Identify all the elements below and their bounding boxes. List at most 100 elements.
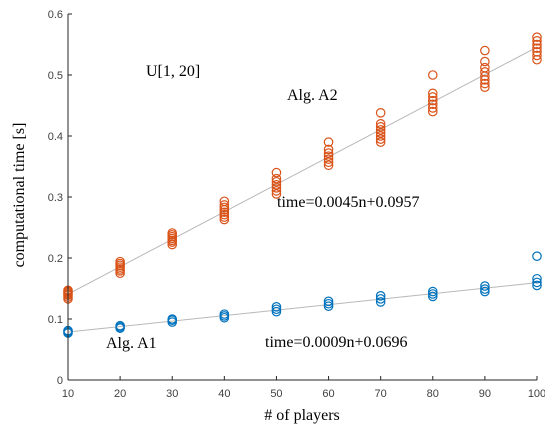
y-tick-label: 0.2 (48, 253, 63, 265)
y-tick-label: 0.5 (48, 70, 63, 82)
alg-a1-point (532, 280, 542, 291)
alg-a2-point (480, 62, 490, 73)
alg-a2-point (532, 50, 542, 61)
alg-a2-point (271, 186, 282, 196)
y-tick-label: 0.1 (48, 314, 63, 326)
x-tick-label: 20 (114, 388, 126, 400)
alg-a2-point (427, 70, 438, 80)
alg-a1-point (532, 251, 542, 261)
y-axis-label: computational time [s] (11, 123, 28, 268)
alg-a1-point (427, 289, 438, 299)
alg-a1-point (375, 294, 386, 304)
alg-a2-fit-line (67, 46, 538, 295)
alg-a2-point (532, 36, 542, 46)
alg-a2-point (271, 173, 282, 184)
data-points (63, 32, 542, 338)
alg-a2-point (480, 82, 490, 92)
alg-a2-point (375, 128, 386, 138)
alg-a2-point (532, 39, 542, 50)
alg-a2-point (532, 47, 542, 57)
alg-a2-point (271, 167, 282, 178)
alg-a1-point (219, 309, 230, 319)
alg-a1-point (375, 297, 386, 307)
alg-a2-point (115, 256, 125, 267)
y-tick-label: 0 (57, 375, 63, 387)
alg-a1-point (375, 291, 386, 301)
alg-a2-point (323, 154, 334, 164)
alg-a1-fit-line (67, 282, 538, 333)
alg-a2-point (219, 207, 230, 218)
x-axis-label: # of players (264, 407, 340, 424)
alg-a2-point (271, 189, 282, 199)
alg-a1-point (532, 277, 542, 288)
alg-a2-point (219, 212, 230, 222)
y-tick-label: 0.3 (48, 192, 63, 204)
x-tick-label: 40 (218, 388, 230, 400)
alg-a2-point (375, 131, 386, 141)
alg-a2-point (480, 78, 490, 89)
alg-a2-point (375, 137, 386, 147)
alg-a2-point (375, 108, 386, 118)
alg-a2-point (271, 180, 282, 190)
fit-lines (67, 46, 538, 333)
alg-a2-point (323, 137, 334, 147)
alg-a1-point (271, 306, 282, 317)
alg-a2-point (323, 144, 334, 155)
alg-a2-point (375, 134, 386, 144)
alg-a2-point (219, 196, 230, 207)
alg-a2-point (427, 103, 438, 113)
alg-a2-point (323, 151, 334, 161)
x-tick-label: 70 (375, 388, 387, 400)
alg-a1-point (427, 286, 438, 297)
alg-a2-point (323, 157, 334, 168)
alg-a2-point (532, 32, 542, 42)
alg-a2-point (375, 119, 386, 129)
alg-a2-point (427, 92, 438, 102)
alg-a2-point (219, 200, 230, 210)
alg-a2-point (532, 43, 542, 53)
axes: 10 20 30 40 50 60 70 80 90 100 0 0.1 0.2 0.3 0.4 0.5 0.6 (48, 9, 545, 400)
alg-a2-point (427, 88, 438, 99)
alg-a2-label: Alg. A2 (287, 87, 338, 104)
alg-a2-point (271, 176, 282, 187)
alg-a1-fit-equation: time=0.0009n+0.0696 (265, 334, 407, 351)
alg-a1-point (323, 296, 334, 307)
alg-a2-point (375, 122, 386, 132)
alg-a1-point (271, 301, 282, 312)
alg-a1-point (480, 286, 490, 297)
alg-a2-point (480, 56, 490, 67)
alg-a2-fit-equation: time=0.0045n+0.0957 (277, 194, 419, 211)
x-tick-label: 100 (528, 388, 545, 400)
alg-a2-point (427, 95, 438, 106)
alg-a2-point (323, 148, 334, 158)
x-tick-label: 90 (479, 388, 491, 400)
x-tick-label: 60 (322, 388, 334, 400)
alg-a2-point (167, 228, 178, 238)
alg-a1-point (480, 281, 490, 291)
alg-a1-point (323, 301, 334, 311)
x-tick-label: 10 (62, 388, 74, 400)
alg-a2-point (427, 99, 438, 110)
alg-a2-point (427, 106, 438, 117)
alg-a1-point (167, 314, 178, 324)
alg-a2-point (323, 160, 334, 171)
x-tick-label: 50 (270, 388, 282, 400)
alg-a2-point (219, 209, 230, 220)
alg-a1-point (427, 291, 438, 302)
alg-a1-label: Alg. A1 (106, 335, 157, 352)
alg-a2-point (480, 67, 490, 77)
alg-a1-point (115, 320, 125, 331)
alg-a1-point (323, 298, 334, 309)
alg-a1-point (532, 273, 542, 284)
y-tick-label: 0.4 (48, 131, 63, 143)
alg-a2-point (219, 202, 230, 213)
x-tick-label: 30 (166, 388, 178, 400)
alg-a2-point (219, 214, 230, 225)
distribution-label: U[1, 20] (146, 63, 200, 80)
alg-a2-point (271, 183, 282, 193)
alg-a1-point (480, 284, 490, 294)
alg-a2-point (480, 45, 490, 56)
x-tick-label: 80 (427, 388, 439, 400)
alg-a1-point (271, 304, 282, 315)
